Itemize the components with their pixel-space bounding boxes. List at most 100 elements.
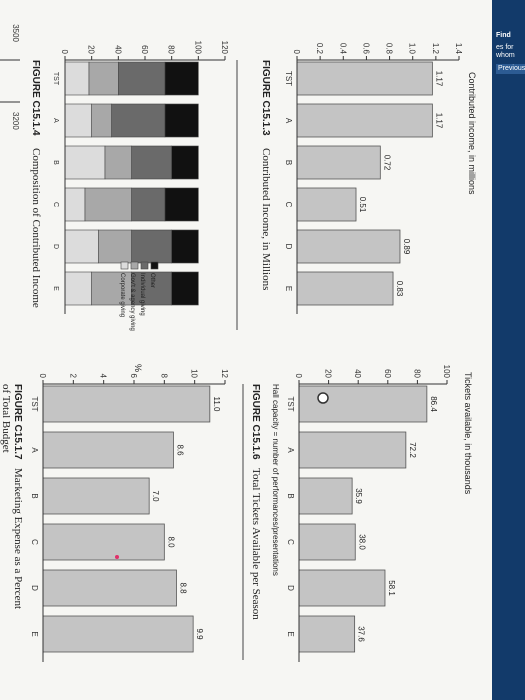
c14-segment (164, 61, 199, 96)
c16-bar (298, 523, 356, 561)
c14-legend-label: Gov't & agency giving (129, 273, 135, 331)
c13-tick-label: 0.2 (315, 43, 324, 55)
c16-tick-label: 0 (294, 374, 303, 379)
partial-tick-a: 3500 (11, 24, 20, 42)
c14-tick-label: 80 (167, 45, 176, 54)
c13-category-label: A (284, 118, 293, 124)
c14-legend-swatch (130, 261, 139, 270)
c16-footnote: Hall capacity = number of performances/p… (271, 384, 280, 576)
c14-segment (171, 229, 199, 264)
c14-tick-label: 0 (60, 50, 69, 55)
c16-data-label: 58.1 (387, 580, 396, 596)
c16-category-label: TST (286, 396, 295, 411)
c17-category-label: B (30, 493, 39, 498)
c16-caption-text: Total Tickets Available per Season (250, 468, 262, 620)
c17-unit: % (133, 364, 143, 372)
c16-bar (298, 477, 353, 515)
c14-segment (91, 103, 112, 138)
c17-bar (42, 615, 194, 653)
c14-segment (171, 145, 199, 180)
c16-bar (298, 431, 407, 469)
c13-tick-label: 0.4 (338, 43, 347, 55)
c13-tick-label: 1.4 (454, 43, 463, 55)
c14-segment (64, 103, 92, 138)
c14-segment (164, 187, 199, 222)
c14-category-label: E (52, 286, 59, 291)
c17-bar (42, 477, 150, 515)
c16-tick-label: 60 (383, 369, 392, 378)
c16-data-label: 37.6 (357, 626, 366, 642)
c13-caption-prefix: FIGURE C15.1.3 (260, 60, 271, 136)
c17-bar (42, 569, 177, 607)
c13-data-label: 0.89 (402, 239, 411, 255)
c16-category-label: C (286, 539, 295, 545)
c17-tick-label: 12 (220, 369, 229, 378)
find-subtitle: es for whom (496, 44, 515, 60)
c13-data-label: 0.72 (382, 155, 391, 171)
c13-bar (296, 61, 433, 96)
c17-data-label: 8.8 (178, 582, 187, 594)
c13-bar (296, 103, 433, 138)
c13-data-label: 1.17 (434, 113, 443, 129)
c14-segment (111, 103, 166, 138)
c13-category-label: B (284, 160, 293, 165)
c13-bar (296, 229, 401, 264)
c16-tick-label: 100 (442, 365, 451, 379)
c16-marker (317, 392, 329, 404)
c14-legend-swatch (120, 261, 129, 270)
c14-tick-label: 120 (220, 41, 229, 55)
c13-tick-label: 0.6 (361, 43, 370, 55)
c14-tick-label: 60 (140, 45, 149, 54)
c17-caption-text-2: of Total Budget (0, 384, 12, 453)
c14-segment (84, 187, 132, 222)
c17-category-label: D (30, 585, 39, 591)
partial-tick-b: 3200 (11, 112, 20, 130)
c13-data-label: 0.83 (395, 281, 404, 297)
c14-segment (131, 145, 172, 180)
c16-category-label: B (286, 493, 295, 498)
sidebar-panel: Find es for whom Previous (492, 0, 525, 700)
c16-bar (298, 385, 428, 423)
c14-tick-label: 100 (193, 41, 202, 55)
c17-category-label: E (30, 631, 39, 636)
c14-segment (118, 61, 166, 96)
c13-data-label: 1.17 (434, 71, 443, 87)
c14-legend-label: Corporate giving (119, 273, 125, 317)
c17-tick-label: 0 (38, 374, 47, 379)
c14-segment (91, 271, 132, 306)
c14-caption-prefix: FIGURE C15.1.4 (30, 60, 41, 136)
c13-data-label: 0.51 (358, 197, 367, 213)
previous-button[interactable]: Previous (496, 64, 525, 75)
marketing-expense-chart: % 0 2 4 6 8 10 12 11.0 TST 8.6 A 7.0 B 8.0 C 8.8 D 9.9 E FIG… (0, 364, 229, 662)
c17-tick-label: 8 (159, 374, 168, 379)
tickets-chart: Tickets available, in thousands 0 20 40 60 80… (242, 365, 473, 662)
c16-category-label: A (286, 447, 295, 453)
c13-caption-text: Contributed Income, in Millions (260, 148, 272, 290)
c13-ylabel: Contributed income, in millions (467, 72, 477, 195)
contributed-income-chart: Contributed income, in millions 0 0.2 0.4 0.… (236, 43, 477, 330)
c17-data-label: 9.9 (195, 628, 204, 640)
c17-bar (42, 385, 211, 423)
c13-category-label: E (284, 286, 293, 291)
partial-chart-below: 3500 3200 (0, 24, 20, 130)
c13-bar (296, 271, 394, 306)
c14-category-label: C (52, 202, 59, 207)
c16-data-label: 72.2 (408, 442, 417, 458)
c16-bar (298, 569, 386, 607)
find-label: Find (496, 32, 511, 39)
c14-category-label: B (52, 160, 59, 165)
c14-legend-label: Other (149, 273, 155, 288)
c17-caption-text: Marketing Expense as a Percent (12, 468, 24, 609)
c14-segment (64, 61, 90, 96)
c17-tick-label: 2 (68, 374, 77, 379)
c14-legend-swatch (140, 261, 149, 270)
c13-category-label: TST (284, 71, 293, 86)
c17-category-label: A (30, 447, 39, 453)
c14-segment (131, 229, 172, 264)
c17-bar (42, 431, 174, 469)
c14-segment (131, 187, 166, 222)
c16-category-label: D (286, 585, 295, 591)
c16-caption-prefix: FIGURE C15.1.6 (250, 384, 261, 460)
